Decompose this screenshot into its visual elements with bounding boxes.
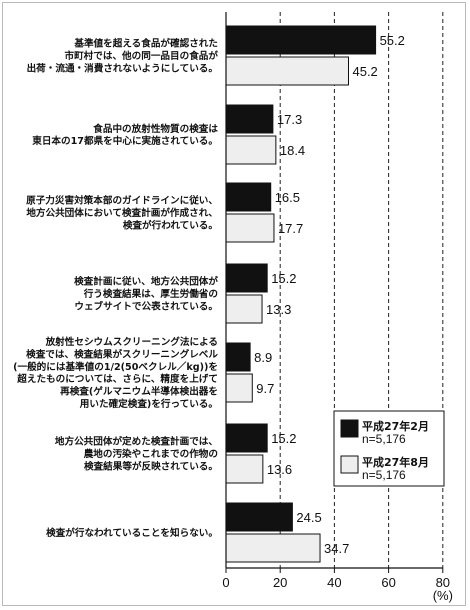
legend: 平成27年2月 n=5,176 平成27年8月 n=5,176 xyxy=(333,410,445,487)
category-label-2-line-1: 地方公共団体において検査計画が作成され、 xyxy=(26,207,218,219)
value-label-s0-c2: 16.5 xyxy=(275,190,300,205)
legend-n-aug: n=5,176 xyxy=(362,468,406,482)
value-label-s1-c5: 13.6 xyxy=(267,462,292,477)
category-label-5-line-0: 地方公共団体が定めた検査計画では、 xyxy=(55,436,218,448)
category-label-1-line-1: 東日本の17都県を中心に実施されている。 xyxy=(32,135,218,147)
x-tick-label-0: 0 xyxy=(222,575,229,590)
category-label-5-line-1: 農地の汚染やこれまでの作物の xyxy=(84,448,218,460)
bar-s0-c0 xyxy=(225,25,377,55)
category-labels: 基準値を超える食品が確認された市町村では、他の同一品目の食品が出荷・流通・消費さ… xyxy=(13,38,218,539)
category-label-4-line-1: 検査では、検査結果がスクリーニングレベル xyxy=(26,348,218,360)
legend-swatch-aug xyxy=(340,455,359,474)
value-label-s1-c6: 34.7 xyxy=(324,541,349,556)
legend-n-feb: n=5,176 xyxy=(362,432,406,446)
x-tick-label-20: 20 xyxy=(273,575,287,590)
value-label-s0-c6: 24.5 xyxy=(296,510,321,525)
category-label-3-line-2: ウェブサイトで公表されている。 xyxy=(74,300,218,312)
category-label-0-line-1: 市町村では、他の同一品目の食品が xyxy=(65,50,219,62)
bar-s1-c6 xyxy=(225,533,321,563)
bar-s1-c3 xyxy=(225,294,263,324)
bar-s1-c4 xyxy=(225,373,253,403)
category-label-1-line-0: 食品中の放射性物質の検査は xyxy=(92,123,218,135)
category-label-4-line-2: (一般的には基準値の1/2(50ベクレル／kg))を xyxy=(13,361,218,373)
value-label-s1-c2: 17.7 xyxy=(278,221,303,236)
bars: 55.2 17.3 16.5 15.2 8.9 15.2 24.5 45.2 18.4 17.7 1… xyxy=(225,25,405,563)
bar-s0-c4 xyxy=(225,342,251,372)
x-tick-label-80: 80 xyxy=(436,575,450,590)
category-label-2-line-2: 検査が行われている。 xyxy=(123,219,218,231)
legend-label-aug: 平成27年8月 xyxy=(362,455,429,469)
x-unit-label: (%) xyxy=(433,588,453,603)
category-label-4-line-3: 超えたものについては、さらに、精度を上げて xyxy=(16,373,218,385)
value-label-s0-c0: 55.2 xyxy=(380,33,405,48)
value-label-s0-c3: 15.2 xyxy=(271,271,296,286)
bar-s0-c1 xyxy=(225,104,274,134)
x-tick-label-60: 60 xyxy=(381,575,395,590)
category-label-4-line-5: 用いた確定検査)を行っている。 xyxy=(79,398,218,410)
value-label-s1-c0: 45.2 xyxy=(352,64,377,79)
category-label-6-line-0: 検査が行なわれていることを知らない。 xyxy=(46,527,218,539)
bar-s1-c2 xyxy=(225,213,275,243)
bar-s0-c5 xyxy=(225,423,268,453)
category-label-2-line-0: 原子力災害対策本部のガイドラインに従い、 xyxy=(26,195,218,207)
x-axis: 0 20 40 60 80(%) xyxy=(222,12,453,603)
bar-s0-c6 xyxy=(225,502,293,532)
value-label-s0-c5: 15.2 xyxy=(271,431,296,446)
category-label-0-line-0: 基準値を超える食品が確認された xyxy=(73,38,218,50)
value-label-s0-c4: 8.9 xyxy=(254,350,272,365)
value-label-s1-c4: 9.7 xyxy=(256,381,274,396)
legend-swatch-feb xyxy=(340,419,359,438)
legend-label-feb: 平成27年2月 xyxy=(362,419,429,433)
bar-s0-c3 xyxy=(225,263,268,293)
category-label-0-line-2: 出荷・流通・消費されないようにしている。 xyxy=(27,62,218,74)
bar-s0-c2 xyxy=(225,182,272,212)
category-label-3-line-0: 検査計画に従い、地方公共団体が xyxy=(74,276,218,288)
category-label-5-line-2: 検査結果等が反映されている。 xyxy=(84,460,218,472)
category-label-4-line-4: 再検査(ゲルマニウム半導体検出器を xyxy=(60,386,218,398)
x-tick-label-40: 40 xyxy=(327,575,341,590)
category-label-3-line-1: 行う検査結果は、厚生労働省の xyxy=(83,288,218,300)
bar-s1-c0 xyxy=(225,56,349,86)
bar-s1-c1 xyxy=(225,135,277,165)
category-label-4-line-0: 放射性セシウムスクリーニング法による xyxy=(45,336,218,348)
value-label-s1-c3: 13.3 xyxy=(266,302,291,317)
bar-s1-c5 xyxy=(225,454,264,484)
value-label-s0-c1: 17.3 xyxy=(277,112,302,127)
value-label-s1-c1: 18.4 xyxy=(280,143,305,158)
